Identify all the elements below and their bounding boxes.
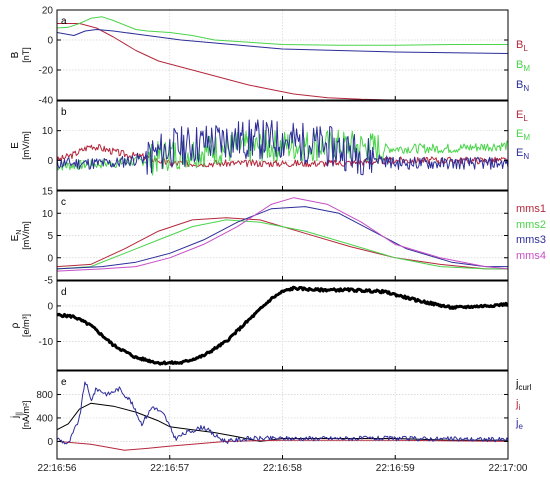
y-axis-label-main: ρ bbox=[10, 322, 21, 328]
panel-letter: e bbox=[61, 377, 67, 388]
series-line-mms1 bbox=[57, 217, 508, 270]
legend-entry-j-curl: jcurl bbox=[515, 378, 532, 392]
legend-entry-mms2: mms2 bbox=[516, 219, 546, 231]
y-axis-label-unit: [mV/m] bbox=[21, 221, 31, 250]
x-tick-label: 22:16:56 bbox=[38, 463, 77, 474]
legend-entry-e-m: EM bbox=[516, 128, 530, 142]
y-axis-label: B [nT] bbox=[10, 47, 31, 63]
legend-entry-mms1: mms1 bbox=[516, 203, 546, 215]
y-tick-label: 10 bbox=[42, 126, 54, 137]
y-tick-label: 5 bbox=[47, 231, 53, 242]
y-tick-label: 15 bbox=[42, 187, 54, 198]
panel-letter: b bbox=[61, 107, 67, 118]
y-axis-label: j||[nA/m²] bbox=[10, 400, 31, 429]
y-tick-label: 800 bbox=[36, 390, 53, 401]
series-line-density bbox=[57, 285, 508, 366]
legend-entry-j-i: ji bbox=[515, 398, 520, 412]
series-line-b-n bbox=[57, 29, 508, 54]
y-tick-label: -10 bbox=[39, 337, 54, 348]
legend-entry-b-m: BM bbox=[516, 59, 530, 73]
legend-entry-e-n: EN bbox=[516, 147, 529, 161]
series-line-mms3 bbox=[57, 206, 508, 270]
y-axis-label-unit: [nA/m²] bbox=[21, 400, 31, 429]
panel-d: 0 -10 d ρ [e/m³] bbox=[10, 280, 509, 371]
y-tick-label: -20 bbox=[39, 66, 54, 77]
panel-letter: c bbox=[61, 197, 66, 208]
y-axis-label-main: E bbox=[10, 142, 21, 149]
y-axis-label-unit: [e/m³] bbox=[21, 314, 31, 337]
legend-entry-mms4: mms4 bbox=[516, 250, 546, 262]
series-group bbox=[57, 119, 508, 176]
y-tick-label: 20 bbox=[42, 6, 54, 17]
series-group bbox=[57, 381, 508, 451]
series-line-e-n bbox=[57, 119, 508, 176]
y-axis-label-main: B bbox=[10, 51, 21, 58]
series-line-j-e bbox=[57, 381, 508, 445]
y-tick-label: 0 bbox=[47, 36, 53, 47]
series-line-j-i bbox=[57, 439, 508, 451]
y-axis-label: EN[mV/m] bbox=[10, 221, 31, 250]
y-tick-label: -5 bbox=[44, 276, 53, 287]
y-tick-label: 400 bbox=[36, 413, 53, 424]
x-tick-label: 22:16:57 bbox=[150, 463, 189, 474]
legend-entry-b-n: BN bbox=[516, 79, 529, 93]
panel-letter: d bbox=[61, 287, 67, 298]
panel-a: 20 0 -20 -40 a B [nT] BL BM BN bbox=[10, 6, 530, 107]
y-tick-label: 0 bbox=[47, 437, 53, 448]
series-group bbox=[57, 197, 508, 272]
y-tick-label: -40 bbox=[39, 96, 54, 107]
legend-entry-mms3: mms3 bbox=[516, 234, 546, 246]
y-axis-label: ρ [e/m³] bbox=[10, 314, 31, 337]
y-axis-label: E [mV/m] bbox=[10, 131, 31, 160]
y-axis-label-main: EN bbox=[10, 230, 23, 242]
x-tick-label: 22:17:00 bbox=[489, 463, 528, 474]
legend-entry-j-e: je bbox=[515, 417, 523, 431]
panel-e: 800 400 0 e j||[nA/m²] jcurl ji je bbox=[10, 370, 532, 460]
y-tick-label: 0 bbox=[47, 301, 53, 312]
y-axis-label-unit: [nT] bbox=[21, 47, 31, 63]
panel-letter: a bbox=[61, 16, 67, 27]
y-axis-label-main: j|| bbox=[10, 412, 23, 419]
x-axis: 22:16:56 22:16:57 22:16:58 22:16:59 22:17:00 bbox=[38, 463, 528, 474]
panel-c: 15 10 5 0 -5 c EN[mV/m] mms1 mms2 mms3 mms4 bbox=[10, 187, 546, 287]
y-tick-label: 10 bbox=[42, 209, 54, 220]
legend-entry-e-l: EL bbox=[516, 109, 528, 123]
panel-b: 10 0 b E [mV/m] EL EM EN bbox=[10, 100, 530, 191]
series-line-b-m bbox=[57, 16, 508, 46]
y-axis-label-unit: [mV/m] bbox=[21, 131, 31, 160]
y-tick-label: 0 bbox=[47, 253, 53, 264]
x-tick-label: 22:16:59 bbox=[376, 463, 415, 474]
y-tick-label: 0 bbox=[47, 156, 53, 167]
legend-entry-b-l: BL bbox=[516, 39, 528, 53]
series-line-mms4 bbox=[57, 197, 508, 272]
series-group bbox=[57, 285, 508, 366]
x-tick-label: 22:16:58 bbox=[263, 463, 302, 474]
series-line-mms2 bbox=[57, 219, 508, 270]
series-line-j-curl bbox=[57, 402, 508, 442]
